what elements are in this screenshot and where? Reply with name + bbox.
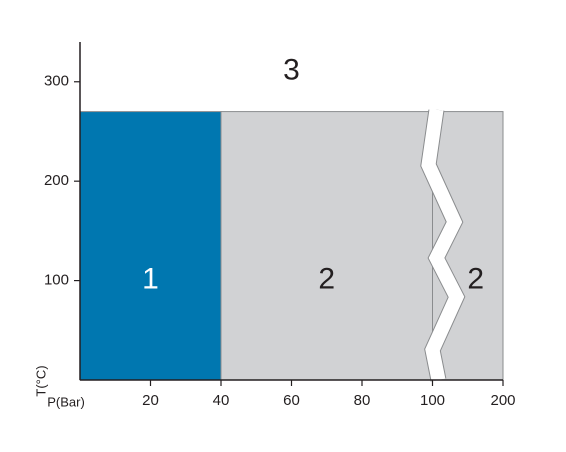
annotation: 3 <box>283 54 300 87</box>
region-label: 1 <box>142 263 159 296</box>
region-label: 2 <box>318 263 335 296</box>
y-tick-label: 300 <box>44 73 69 90</box>
y-tick-label: 200 <box>44 172 69 189</box>
x-tick-label: 100 <box>420 392 445 409</box>
x-tick-label: 200 <box>490 392 515 409</box>
x-tick-label: 80 <box>354 392 371 409</box>
x-tick-label: 60 <box>283 392 300 409</box>
x-tick-label: 20 <box>142 392 159 409</box>
x-tick-label: 40 <box>213 392 230 409</box>
x-axis-label: P(Bar) <box>47 394 85 409</box>
axis-break <box>421 108 465 382</box>
y-tick-label: 100 <box>44 272 69 289</box>
region <box>220 111 433 381</box>
y-axis-label: T(°C) <box>33 365 48 396</box>
region-label: 2 <box>467 263 484 296</box>
region <box>79 111 222 381</box>
break-top-cover <box>422 99 473 110</box>
